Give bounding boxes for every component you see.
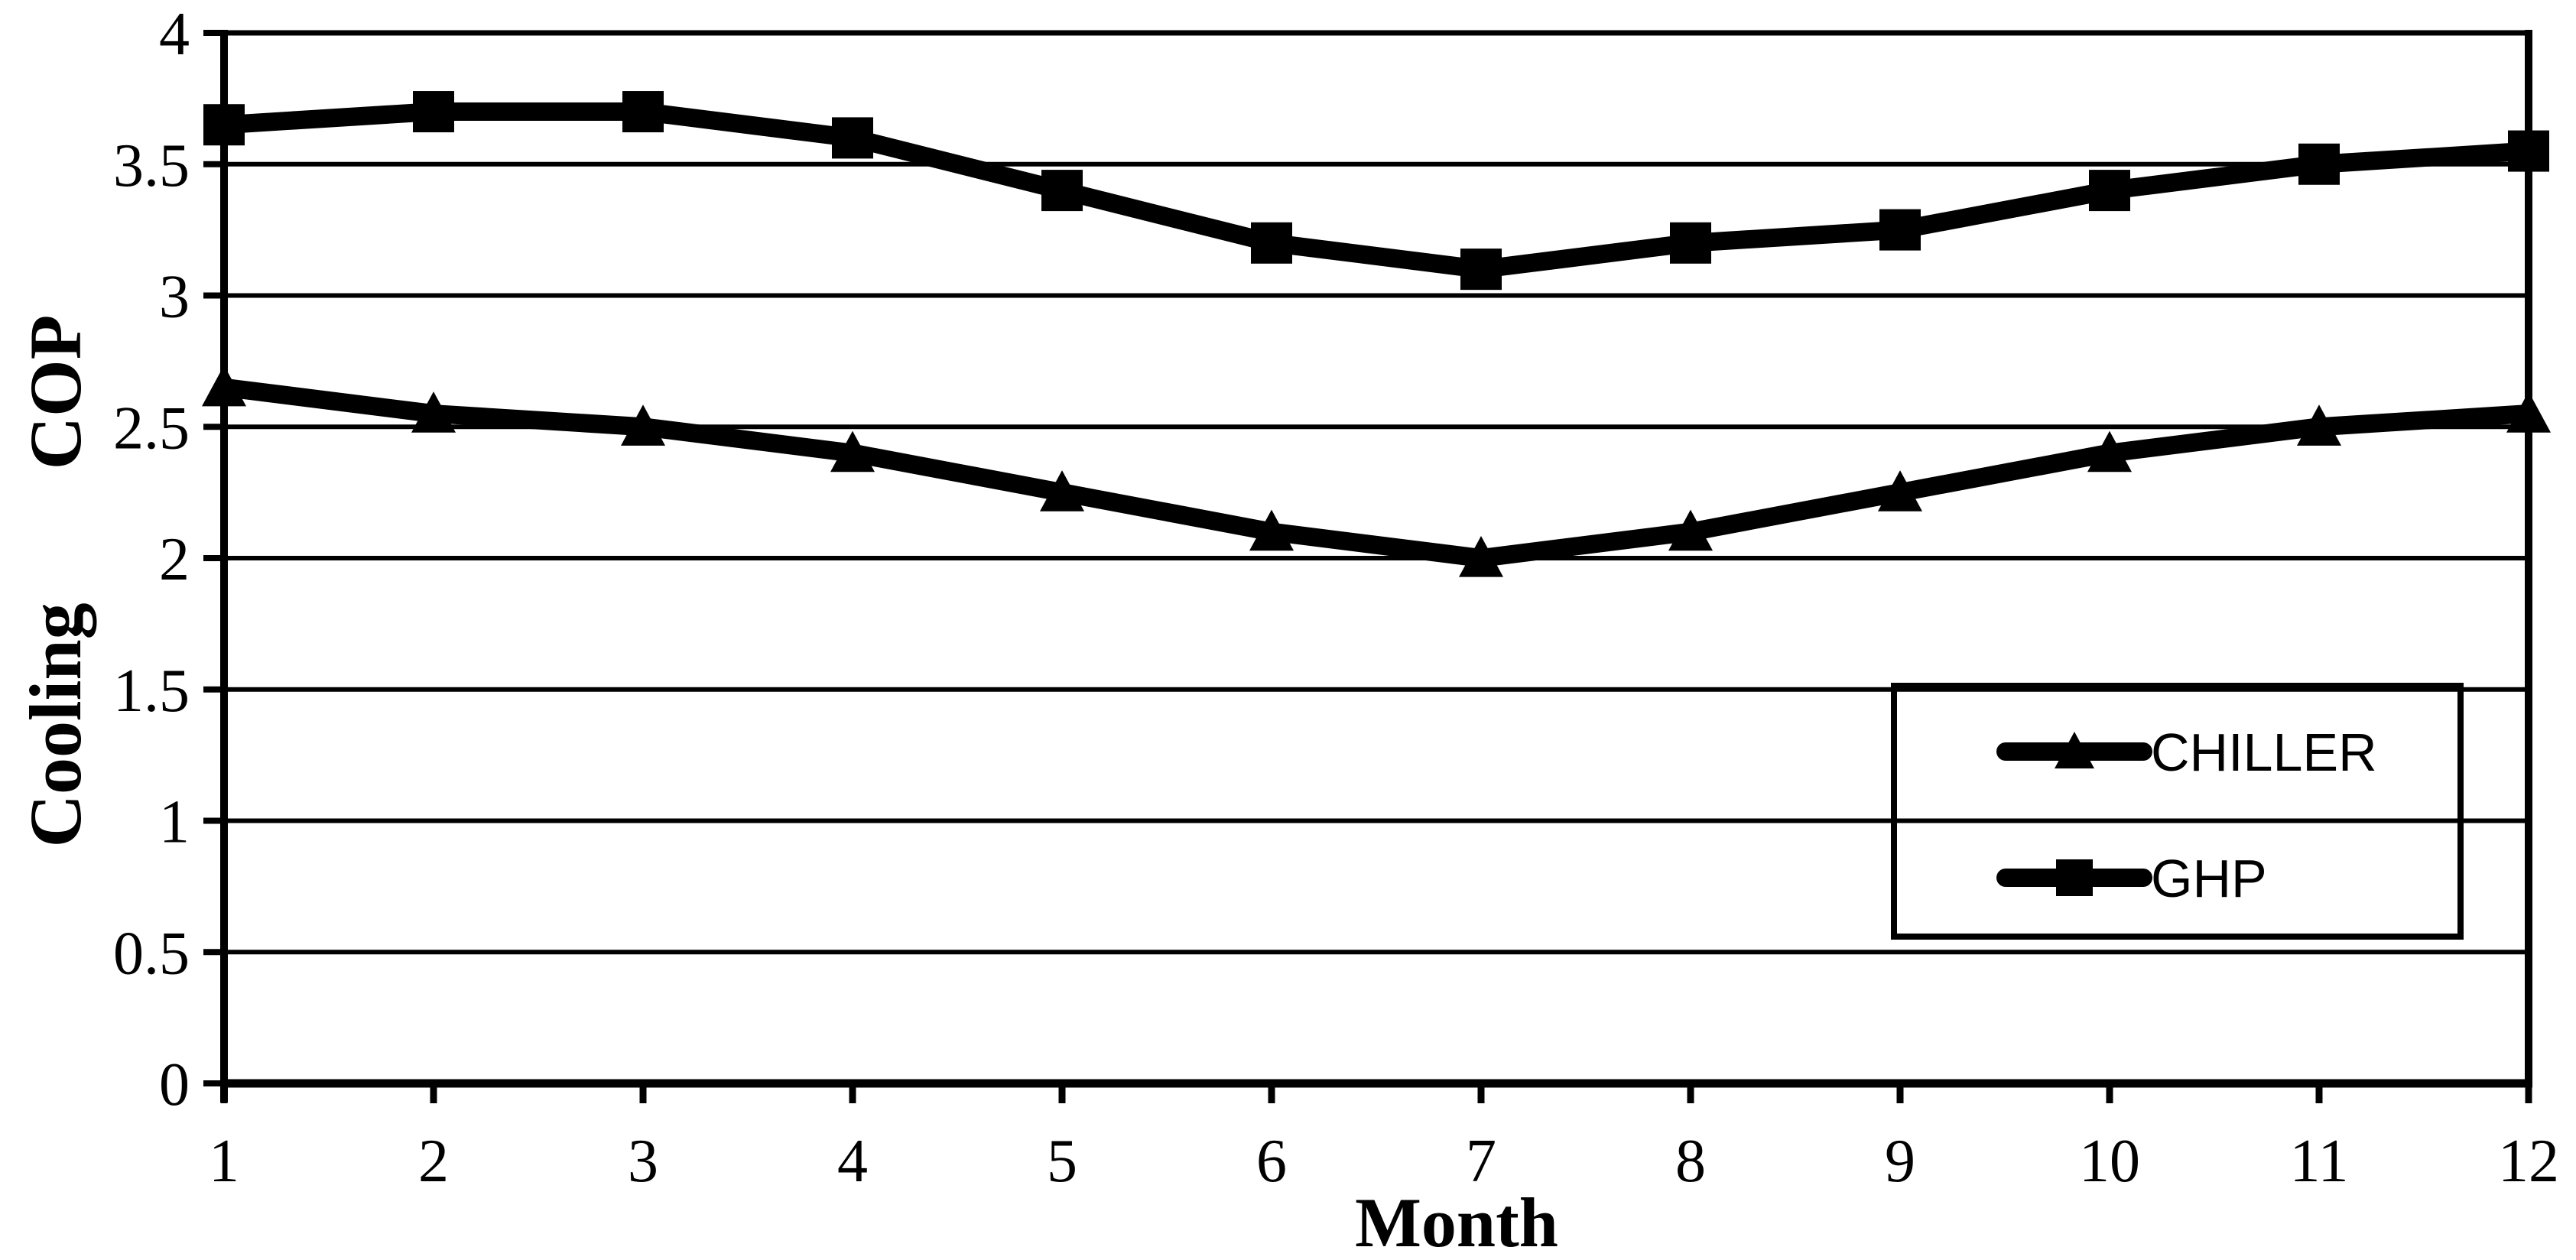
y-tick-label-0.5: 0.5 xyxy=(113,920,190,987)
legend-label-CHILLER: CHILLER xyxy=(2151,723,2377,782)
x-tick-label-10: 10 xyxy=(2079,1128,2140,1195)
x-tick-label-7: 7 xyxy=(1466,1128,1496,1195)
marker-triangle-CHILLER-m5 xyxy=(1040,470,1084,511)
x-tick-label-9: 9 xyxy=(1885,1128,1915,1195)
x-axis-title: Month xyxy=(1355,1184,1558,1260)
marker-triangle-CHILLER-m8 xyxy=(1668,509,1713,551)
marker-square-GHP-m6 xyxy=(1251,222,1292,264)
marker-square-GHP-m3 xyxy=(622,91,664,133)
y-tick-label-3: 3 xyxy=(159,264,190,331)
x-tick-label-8: 8 xyxy=(1675,1128,1706,1195)
marker-square-GHP-m7 xyxy=(1460,248,1502,291)
x-tick-label-6: 6 xyxy=(1256,1128,1287,1195)
x-tick-label-2: 2 xyxy=(418,1128,449,1195)
marker-square-GHP-m10 xyxy=(2089,170,2130,212)
y-tick-label-1: 1 xyxy=(159,789,190,856)
legend-label-GHP: GHP xyxy=(2151,849,2267,908)
series-GHP xyxy=(203,91,2549,291)
legend-marker-square-GHP xyxy=(2056,859,2093,896)
marker-square-GHP-m8 xyxy=(1670,222,1711,264)
y-tick-label-3.5: 3.5 xyxy=(113,132,190,200)
marker-triangle-CHILLER-m7 xyxy=(1459,536,1503,577)
marker-square-GHP-m11 xyxy=(2298,143,2340,185)
x-tick-label-3: 3 xyxy=(628,1128,658,1195)
y-tick-label-0: 0 xyxy=(159,1051,190,1119)
marker-triangle-CHILLER-m11 xyxy=(2297,404,2341,446)
marker-triangle-CHILLER-m9 xyxy=(1878,470,1922,511)
series-line-CHILLER xyxy=(223,378,2529,567)
marker-triangle-CHILLER-m3 xyxy=(621,404,665,446)
legend-item-CHILLER: CHILLER xyxy=(1996,723,2377,782)
marker-triangle-CHILLER-m6 xyxy=(1249,509,1294,551)
marker-square-GHP-m12 xyxy=(2508,130,2549,172)
y-tick-label-1.5: 1.5 xyxy=(113,658,190,725)
y-axis-title: Cooling COP xyxy=(15,315,96,848)
marker-triangle-CHILLER-m10 xyxy=(2087,430,2132,472)
marker-square-GHP-m5 xyxy=(1041,170,1083,212)
marker-triangle-CHILLER-m1 xyxy=(202,365,246,407)
series-CHILLER xyxy=(202,365,2551,577)
marker-square-GHP-m1 xyxy=(203,104,245,146)
plot-area: 00.511.522.533.541 2 3 4 5 6 7 8 9 10 11 12CHILLERG… xyxy=(113,1,2559,1195)
legend-item-GHP: GHP xyxy=(1996,849,2267,908)
x-tick-label-12: 12 xyxy=(2498,1128,2559,1195)
marker-square-GHP-m2 xyxy=(413,91,454,133)
x-tick-label-4: 4 xyxy=(837,1128,868,1195)
marker-triangle-CHILLER-m4 xyxy=(830,430,875,472)
x-tick-label-5: 5 xyxy=(1047,1128,1077,1195)
legend-marker-triangle-CHILLER xyxy=(2055,732,2094,769)
y-tick-label-2: 2 xyxy=(159,526,190,593)
marker-triangle-CHILLER-m2 xyxy=(411,391,456,433)
x-tick-label-1: 1 xyxy=(209,1128,239,1195)
marker-square-GHP-m4 xyxy=(832,117,873,159)
legend: CHILLER GHP xyxy=(1891,683,2464,940)
marker-square-GHP-m9 xyxy=(1879,209,1921,251)
legend-box xyxy=(1891,683,2464,940)
marker-triangle-CHILLER-m12 xyxy=(2506,391,2551,433)
y-tick-label-2.5: 2.5 xyxy=(113,395,190,462)
x-tick-label-11: 11 xyxy=(2289,1128,2348,1195)
series-line-GHP xyxy=(223,102,2529,279)
y-tick-label-4: 4 xyxy=(159,1,190,68)
